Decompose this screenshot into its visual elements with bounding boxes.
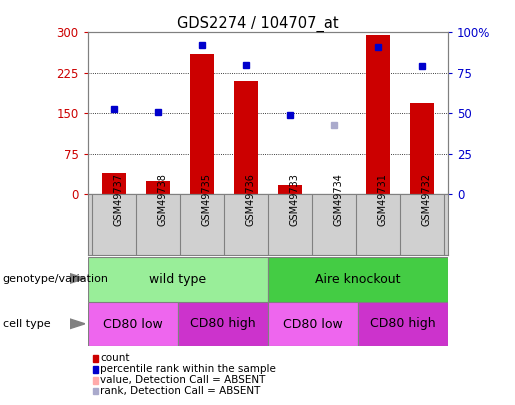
- Bar: [409, 102, 434, 194]
- Text: GSM49731: GSM49731: [377, 173, 388, 226]
- Text: value, Detection Call = ABSENT: value, Detection Call = ABSENT: [100, 375, 266, 385]
- Text: GSM49735: GSM49735: [202, 173, 212, 226]
- Text: GSM49738: GSM49738: [158, 173, 168, 226]
- Bar: [190, 54, 214, 194]
- Bar: [358, 302, 448, 346]
- Bar: [88, 302, 178, 346]
- Text: CD80 low: CD80 low: [283, 318, 343, 330]
- Text: count: count: [100, 354, 130, 363]
- Text: GSM49733: GSM49733: [290, 173, 300, 226]
- Text: GSM49734: GSM49734: [334, 173, 344, 226]
- Text: Aire knockout: Aire knockout: [315, 273, 401, 286]
- Text: CD80 low: CD80 low: [102, 318, 163, 330]
- Bar: [102, 173, 126, 194]
- Polygon shape: [70, 273, 85, 283]
- Text: rank, Detection Call = ABSENT: rank, Detection Call = ABSENT: [100, 386, 261, 396]
- Text: GSM49736: GSM49736: [246, 173, 256, 226]
- Bar: [268, 257, 448, 302]
- Polygon shape: [70, 319, 85, 329]
- Bar: [366, 35, 390, 194]
- Text: GDS2274 / 104707_at: GDS2274 / 104707_at: [177, 16, 338, 32]
- Text: CD80 high: CD80 high: [190, 318, 255, 330]
- Bar: [278, 185, 302, 194]
- Bar: [88, 257, 268, 302]
- Text: cell type: cell type: [3, 319, 50, 329]
- Text: wild type: wild type: [149, 273, 206, 286]
- Text: genotype/variation: genotype/variation: [3, 275, 109, 284]
- Bar: [146, 181, 170, 194]
- Text: percentile rank within the sample: percentile rank within the sample: [100, 364, 276, 374]
- Text: GSM49737: GSM49737: [114, 173, 124, 226]
- Bar: [234, 81, 258, 194]
- Text: CD80 high: CD80 high: [370, 318, 436, 330]
- Text: GSM49732: GSM49732: [422, 173, 432, 226]
- Bar: [268, 302, 358, 346]
- Bar: [178, 302, 268, 346]
